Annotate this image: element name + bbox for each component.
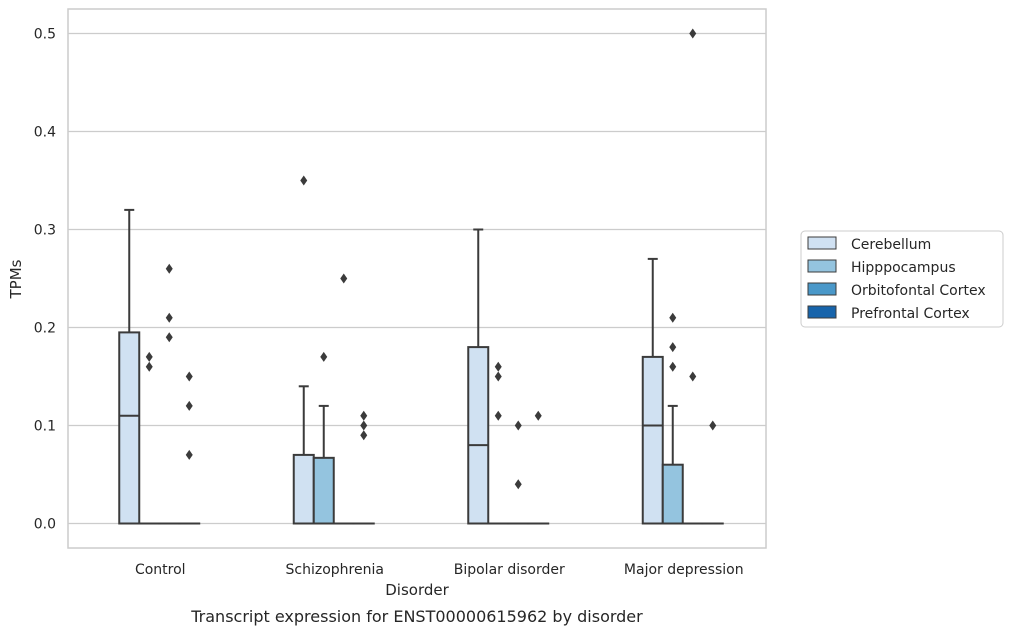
outlier-point [165, 263, 173, 274]
outlier-point [185, 371, 193, 382]
outlier-point [165, 312, 173, 323]
y-tick-label: 0.0 [34, 517, 56, 533]
legend-swatch [807, 282, 837, 296]
x-tick-label: Major depression [624, 562, 744, 578]
box-body [661, 463, 684, 525]
y-tick-label: 0.2 [34, 321, 56, 337]
y-tick-label: 0.4 [34, 125, 56, 141]
x-axis-label: Disorder [385, 581, 449, 599]
box-hipppocampus [138, 351, 161, 525]
box-prefrontal-cortex [178, 371, 201, 525]
outlier-point [360, 430, 368, 441]
box-orbitofontal-cortex [681, 28, 704, 525]
x-tick-label: Schizophrenia [286, 562, 384, 578]
y-axis-label: TPMs [7, 259, 25, 299]
box-cerebellum [467, 228, 490, 525]
box-prefrontal-cortex [527, 410, 550, 525]
y-tick-label: 0.3 [34, 223, 56, 239]
box-body [118, 331, 141, 525]
legend-label: Cerebellum [851, 237, 931, 253]
box-body [292, 453, 315, 525]
outlier-point [514, 420, 522, 431]
y-axis-ticks: 0.0 0.1 0.2 0.3 0.4 0.5 [34, 27, 56, 533]
box-groups [118, 28, 724, 525]
outlier-point [494, 371, 502, 382]
y-tick-label: 0.5 [34, 27, 56, 43]
outlier-point [165, 332, 173, 343]
outlier-point [689, 371, 697, 382]
outlier-point [514, 479, 522, 490]
outlier-point [669, 342, 677, 353]
legend-frame [800, 230, 1004, 328]
outlier-point [494, 410, 502, 421]
x-tick-label: Control [135, 562, 186, 578]
legend-swatch [807, 236, 837, 250]
box-hipppocampus [487, 361, 510, 525]
legend-label: Orbitofontal Cortex [851, 283, 986, 299]
legend-label: Prefrontal Cortex [851, 306, 970, 322]
box-hipppocampus [312, 351, 335, 525]
box-body [312, 456, 335, 525]
legend-swatch [807, 259, 837, 273]
box-cerebellum [641, 257, 664, 525]
box-cerebellum [292, 175, 315, 525]
box-prefrontal-cortex [352, 410, 375, 525]
outlier-point [534, 410, 542, 421]
outlier-point [494, 361, 502, 372]
outlier-point [360, 410, 368, 421]
x-tick-label: Bipolar disorder [454, 562, 565, 578]
outlier-point [185, 400, 193, 411]
legend-label: Hipppocampus [851, 260, 956, 276]
outlier-point [360, 420, 368, 431]
chart-caption: Transcript expression for ENST0000061596… [190, 607, 643, 626]
outlier-point [300, 175, 308, 186]
outlier-point [709, 420, 717, 431]
outlier-point [669, 361, 677, 372]
box-body [641, 355, 664, 525]
outlier-point [145, 351, 153, 362]
box-prefrontal-cortex [701, 420, 724, 525]
legend: Cerebellum Hipppocampus Orbitofontal Corte… [800, 230, 1004, 328]
outlier-point [145, 361, 153, 372]
outlier-point [320, 351, 328, 362]
box-orbitofontal-cortex [507, 420, 530, 525]
outlier-point [669, 312, 677, 323]
y-tick-label: 0.1 [34, 419, 56, 435]
box-cerebellum [118, 208, 141, 525]
outlier-point [689, 28, 697, 39]
box-hipppocampus [661, 312, 684, 525]
legend-swatch [807, 305, 837, 319]
outlier-point [340, 273, 348, 284]
outlier-point [185, 449, 193, 460]
box-body [467, 346, 490, 525]
x-axis-ticks: Control Schizophrenia Bipolar disorder Majo… [135, 562, 744, 578]
